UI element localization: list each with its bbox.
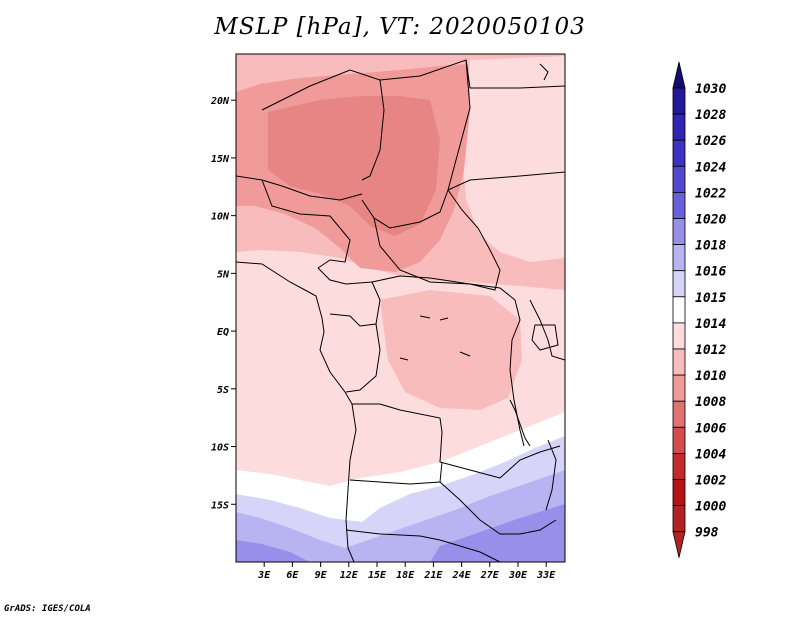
lon-tick-label: 9E: [315, 570, 328, 581]
colorbar-swatch: [672, 426, 686, 454]
colorbar-swatch: [672, 165, 686, 193]
colorbar-label: 1015: [695, 291, 726, 306]
colorbar-label: 1010: [695, 369, 726, 384]
colorbar-swatch: [672, 139, 686, 167]
colorbar-swatch: [672, 452, 686, 480]
lon-tick-label: 18E: [396, 570, 415, 581]
colorbar-label: 1012: [695, 343, 726, 358]
colorbar-swatch: [672, 400, 686, 428]
lon-tick-label: 12E: [340, 570, 359, 581]
colorbar-label: 1004: [695, 447, 726, 462]
border-zambia: [499, 445, 561, 479]
colorbar-label: 1000: [695, 500, 726, 515]
lon-tick-label: 24E: [452, 570, 472, 581]
border-namibia: [349, 461, 443, 485]
lat-tick-label: 15N: [211, 154, 230, 165]
lon-tick-label: 6E: [286, 570, 299, 581]
colorbar-swatch: [672, 218, 686, 246]
pressure-field: [236, 54, 565, 562]
lat-tick-label: 5S: [217, 385, 229, 396]
border-libya-egypt: [465, 59, 565, 89]
lake-victoria: [531, 324, 559, 351]
colorbar-swatch: [672, 191, 686, 219]
colorbar-swatch: [672, 505, 686, 533]
colorbar-label: 1008: [695, 395, 726, 410]
lat-tick-label: EQ: [217, 327, 229, 338]
lat-tick-label: 20N: [210, 96, 230, 107]
border-uganda-kenya: [529, 299, 565, 361]
colorbar-swatch: [672, 479, 686, 507]
colorbar-label: 1016: [695, 265, 726, 280]
colorbar-swatch: [672, 296, 686, 324]
colorbar-bottom-arrow: [672, 531, 686, 558]
field-1010-basin: [380, 290, 522, 410]
colorbar-swatch: [672, 87, 686, 115]
border-drc-east: [371, 275, 525, 447]
colorbar-label: 1014: [695, 317, 726, 332]
grads-credit: GrADS: IGES/COLA: [4, 604, 91, 614]
colorbar-label: 1024: [695, 160, 726, 175]
lake-tanganyika: [509, 399, 531, 447]
lon-tick-label: 27E: [480, 570, 500, 581]
sinai: [539, 63, 549, 81]
colorbar-swatch: [672, 348, 686, 376]
border-car-sudan: [373, 189, 501, 291]
lon-tick-label: 15E: [368, 570, 387, 581]
colorbar-label: 1028: [695, 108, 726, 123]
colorbar-label: 1026: [695, 134, 726, 149]
lon-tick-label: 30E: [508, 570, 528, 581]
border-nigeria-cameroon: [261, 179, 351, 269]
map-frame: [235, 53, 566, 563]
lat-tick-label: 15S: [211, 500, 229, 511]
map-title: MSLP [hPa], VT: 2020050103: [214, 14, 586, 40]
lat-tick-label: 10S: [211, 443, 229, 454]
colorbar: 1030 1028 1026 1024 1022 1020 1018 1016 1015 1014…: [672, 61, 726, 558]
field-1018: [236, 504, 565, 562]
border-sudan-north: [447, 171, 565, 191]
colorbar-swatch: [672, 244, 686, 272]
colorbar-label: 1018: [695, 239, 726, 254]
border-southafrica: [345, 529, 501, 562]
colorbar-swatch: [672, 270, 686, 298]
border-botswana: [439, 481, 557, 535]
colorbar-label: 1002: [695, 474, 726, 489]
border-congo: [345, 323, 381, 393]
coastline-west: [236, 261, 357, 562]
longitude-axis: 3E 6E 9E 12E 15E 18E 21E 24E 27E 30E 33E: [257, 562, 556, 581]
colorbar-swatch: [672, 113, 686, 141]
border-angola-north: [352, 403, 501, 479]
lon-tick-label: 21E: [423, 570, 443, 581]
field-1012-east: [462, 56, 565, 262]
colorbar-label: 1006: [695, 421, 726, 436]
colorbar-top-arrow: [672, 61, 686, 89]
colorbar-label: 1020: [695, 213, 726, 228]
lon-tick-label: 3E: [257, 570, 271, 581]
colorbar-swatch: [672, 322, 686, 350]
country-borders: [236, 59, 565, 562]
rivers: [399, 315, 471, 361]
colorbar-label: 998: [695, 526, 719, 541]
lon-tick-label: 33E: [536, 570, 556, 581]
lake-malawi: [545, 439, 557, 511]
latitude-axis: 20N 15N 10N 5N EQ 5S 10S 15S: [210, 96, 236, 511]
field-1006-core: [268, 96, 440, 236]
colorbar-label: 1022: [695, 186, 726, 201]
colorbar-swatch: [672, 374, 686, 402]
border-niger-nigeria: [236, 175, 363, 201]
border-niger: [261, 69, 385, 181]
border-cameroon-gabon: [317, 267, 381, 327]
lat-tick-label: 10N: [211, 212, 230, 223]
colorbar-label: 1030: [695, 82, 726, 97]
lat-tick-label: 5N: [217, 269, 230, 280]
